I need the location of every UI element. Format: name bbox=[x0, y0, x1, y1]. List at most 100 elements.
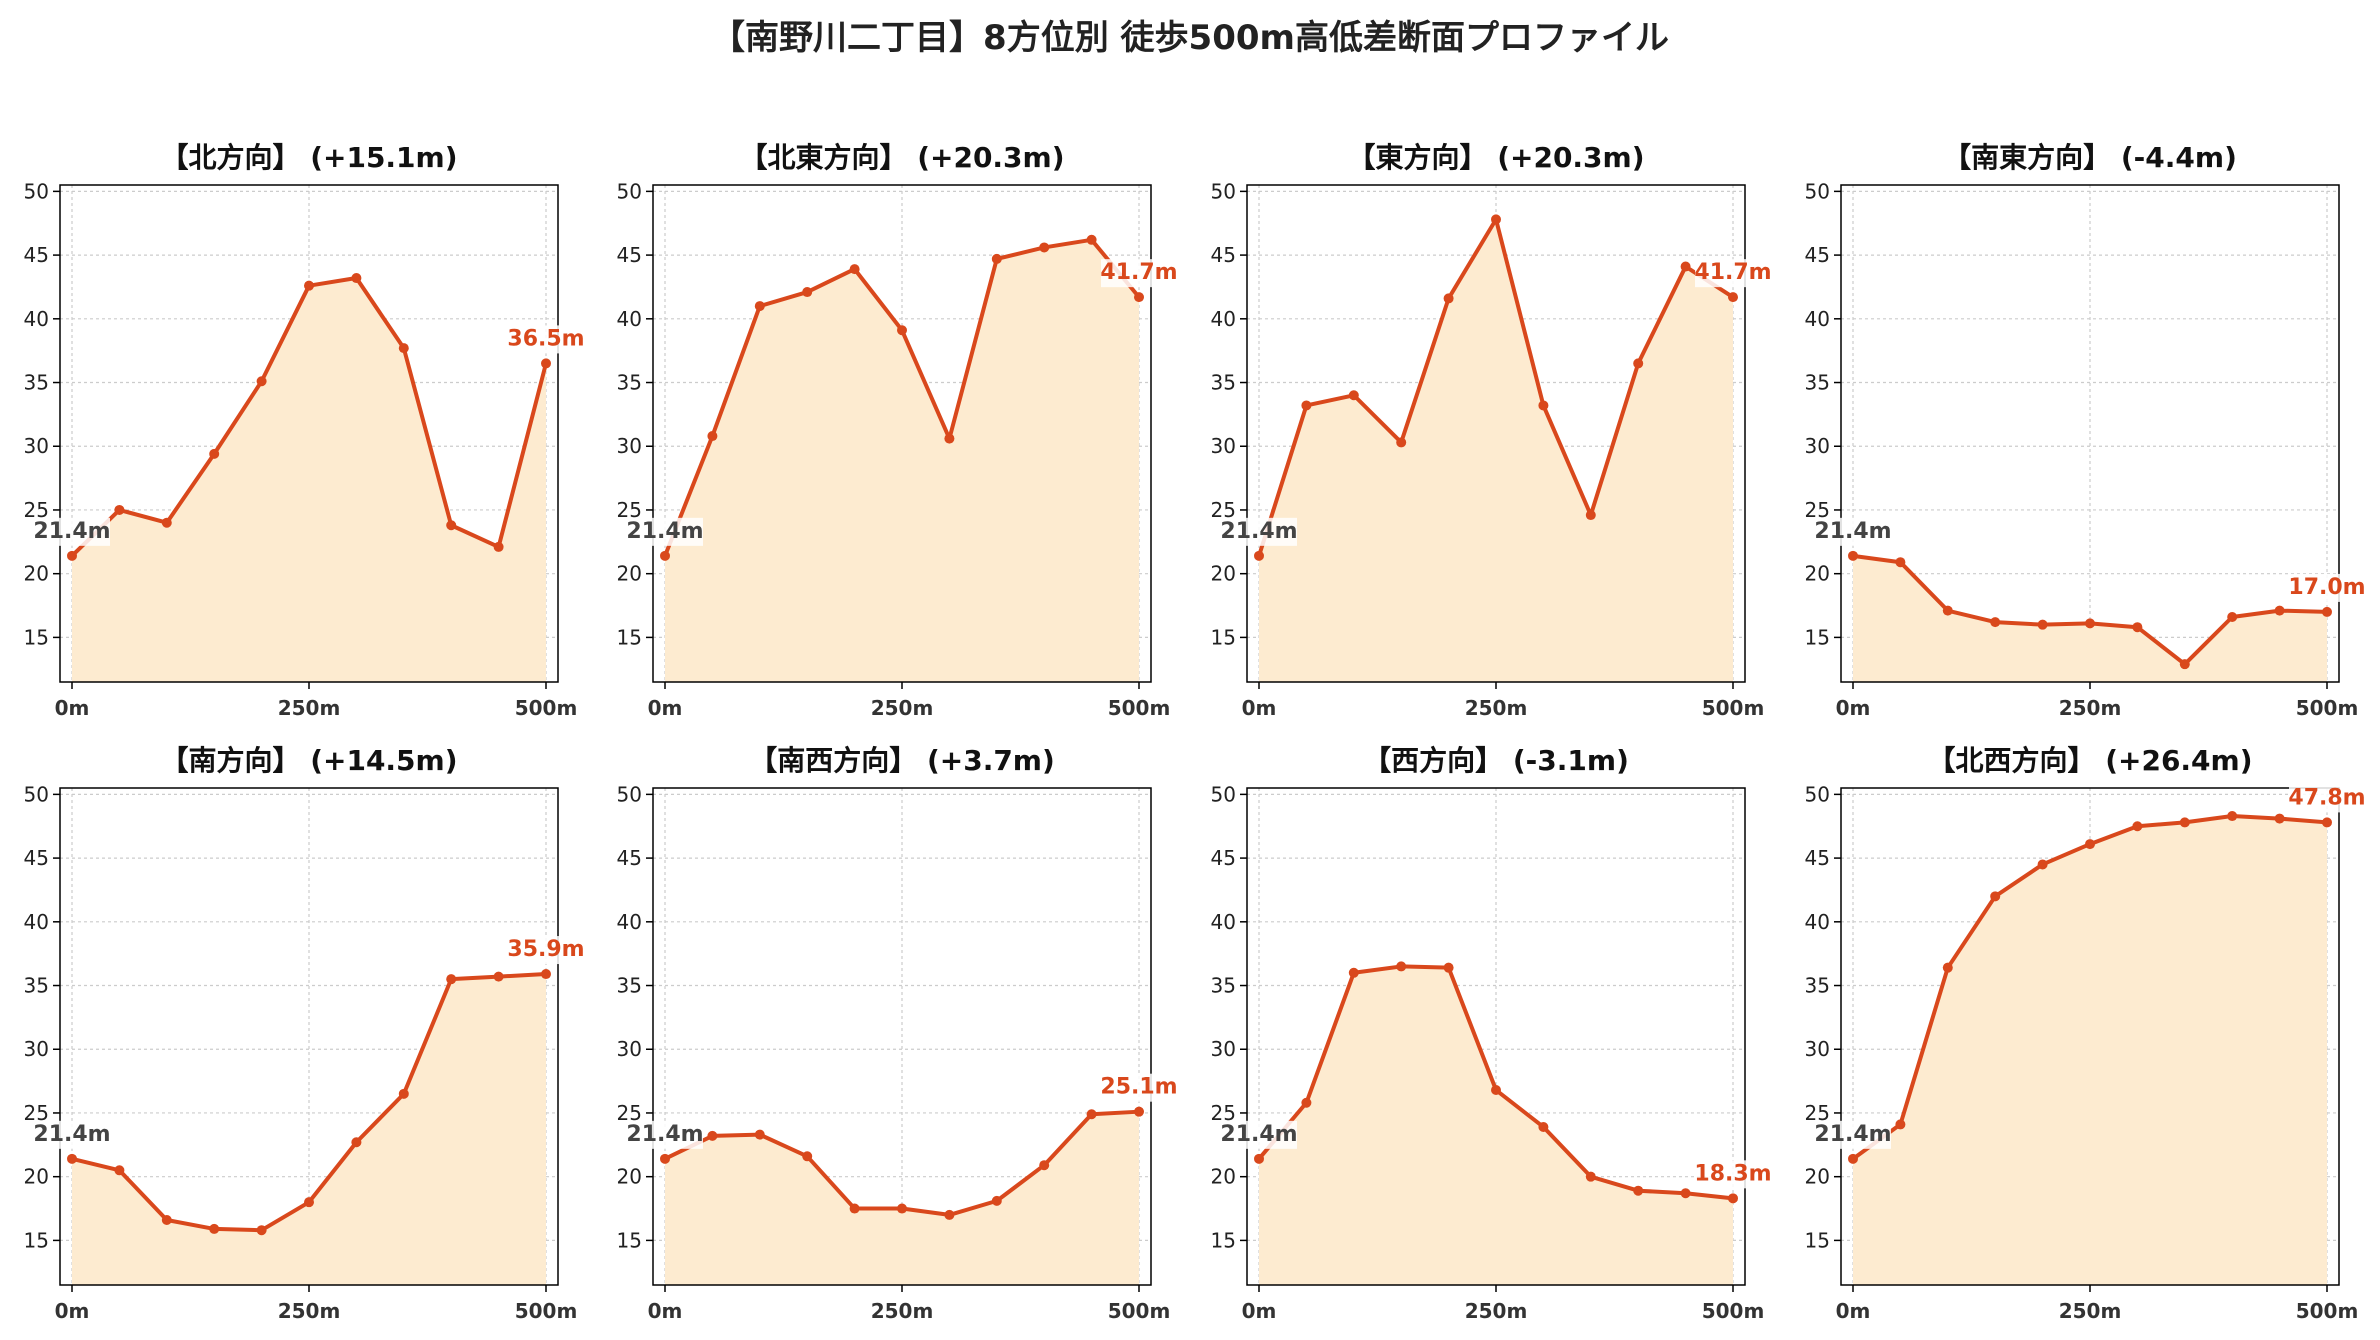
data-point bbox=[1585, 510, 1596, 521]
data-point bbox=[1491, 214, 1501, 225]
y-tick-label: 30 bbox=[1211, 434, 1236, 458]
start-label-box bbox=[627, 1120, 703, 1149]
y-tick-label: 30 bbox=[617, 434, 642, 458]
start-label-box bbox=[1815, 517, 1891, 546]
data-point bbox=[2179, 817, 2190, 828]
y-tick-label: 20 bbox=[1211, 1165, 1236, 1189]
y-tick-label: 15 bbox=[24, 1228, 49, 1252]
start-label-box bbox=[627, 517, 703, 546]
y-tick-label: 40 bbox=[617, 910, 642, 934]
data-point bbox=[1396, 437, 1407, 448]
data-point bbox=[1848, 550, 1858, 561]
y-tick-label: 50 bbox=[1211, 782, 1236, 806]
y-tick-label: 20 bbox=[1805, 562, 1830, 586]
data-point bbox=[2322, 817, 2332, 828]
data-point bbox=[161, 517, 172, 528]
data-point bbox=[1633, 358, 1644, 369]
y-tick-label: 45 bbox=[1211, 846, 1236, 870]
data-point bbox=[493, 971, 504, 982]
x-tick-label: 0m bbox=[1836, 1299, 1871, 1323]
end-label-box bbox=[508, 936, 584, 965]
x-tick-label: 250m bbox=[871, 696, 934, 720]
data-point bbox=[944, 1209, 955, 1220]
y-tick-label: 50 bbox=[24, 179, 49, 203]
data-point bbox=[1301, 400, 1312, 411]
x-tick-label: 500m bbox=[2296, 1299, 2359, 1323]
x-tick-label: 250m bbox=[2059, 1299, 2122, 1323]
x-tick-label: 0m bbox=[1242, 696, 1277, 720]
y-tick-label: 20 bbox=[617, 1165, 642, 1189]
panel-title: 【北方向】 (+15.1m) bbox=[160, 141, 457, 174]
start-elevation-label: 21.4m bbox=[626, 519, 703, 544]
y-tick-label: 40 bbox=[24, 307, 49, 331]
data-point bbox=[1990, 617, 2001, 628]
end-label-box bbox=[508, 325, 584, 354]
data-point bbox=[1443, 293, 1454, 304]
data-point bbox=[256, 376, 267, 387]
data-point bbox=[351, 273, 362, 284]
y-tick-label: 40 bbox=[1805, 910, 1830, 934]
start-elevation-label: 21.4m bbox=[1220, 519, 1297, 544]
panel-title: 【南方向】 (+14.5m) bbox=[160, 744, 457, 777]
end-elevation-label: 35.9m bbox=[507, 937, 584, 962]
start-label-box bbox=[1221, 1120, 1297, 1149]
y-tick-label: 50 bbox=[24, 782, 49, 806]
data-point bbox=[1942, 605, 1953, 616]
start-elevation-label: 21.4m bbox=[33, 1122, 110, 1147]
x-tick-label: 250m bbox=[1465, 1299, 1528, 1323]
data-point bbox=[754, 1129, 765, 1140]
x-tick-label: 250m bbox=[2059, 696, 2122, 720]
y-tick-label: 50 bbox=[617, 179, 642, 203]
data-point bbox=[1086, 234, 1097, 245]
y-tick-label: 20 bbox=[617, 562, 642, 586]
y-tick-label: 45 bbox=[617, 243, 642, 267]
y-tick-label: 45 bbox=[24, 243, 49, 267]
data-point bbox=[2085, 618, 2095, 629]
end-label-box bbox=[1101, 1073, 1177, 1102]
x-tick-label: 0m bbox=[55, 696, 90, 720]
data-point bbox=[67, 550, 77, 561]
data-point bbox=[1039, 242, 1050, 253]
data-point bbox=[493, 541, 504, 552]
y-tick-label: 45 bbox=[617, 846, 642, 870]
end-label-box bbox=[1101, 259, 1177, 288]
data-point bbox=[707, 1130, 718, 1141]
data-point bbox=[2179, 659, 2190, 670]
data-point bbox=[1348, 390, 1359, 401]
x-tick-label: 500m bbox=[2296, 696, 2359, 720]
data-point bbox=[2274, 813, 2285, 824]
data-point bbox=[1254, 550, 1264, 561]
data-point bbox=[351, 1137, 362, 1148]
data-point bbox=[802, 287, 813, 298]
panel-title: 【西方向】 (-3.1m) bbox=[1363, 744, 1629, 777]
y-tick-label: 40 bbox=[1211, 910, 1236, 934]
data-point bbox=[1134, 292, 1144, 303]
area-fill bbox=[1259, 219, 1733, 682]
data-point bbox=[2227, 612, 2238, 623]
start-label-box bbox=[34, 517, 110, 546]
data-point bbox=[802, 1151, 813, 1162]
y-tick-label: 35 bbox=[24, 371, 49, 395]
end-elevation-label: 47.8m bbox=[2288, 785, 2365, 810]
area-fill bbox=[665, 1111, 1139, 1285]
x-tick-label: 500m bbox=[1108, 696, 1171, 720]
data-point bbox=[2037, 859, 2048, 870]
x-tick-label: 500m bbox=[515, 1299, 578, 1323]
y-tick-label: 30 bbox=[617, 1037, 642, 1061]
x-tick-label: 0m bbox=[648, 696, 683, 720]
end-elevation-label: 17.0m bbox=[2288, 575, 2365, 600]
y-tick-label: 15 bbox=[1805, 625, 1830, 649]
data-point bbox=[849, 1203, 860, 1214]
y-tick-label: 40 bbox=[24, 910, 49, 934]
y-tick-label: 35 bbox=[1805, 371, 1830, 395]
x-tick-label: 250m bbox=[1465, 696, 1528, 720]
panel-title: 【北西方向】 (+26.4m) bbox=[1927, 744, 2252, 777]
y-tick-label: 20 bbox=[24, 562, 49, 586]
